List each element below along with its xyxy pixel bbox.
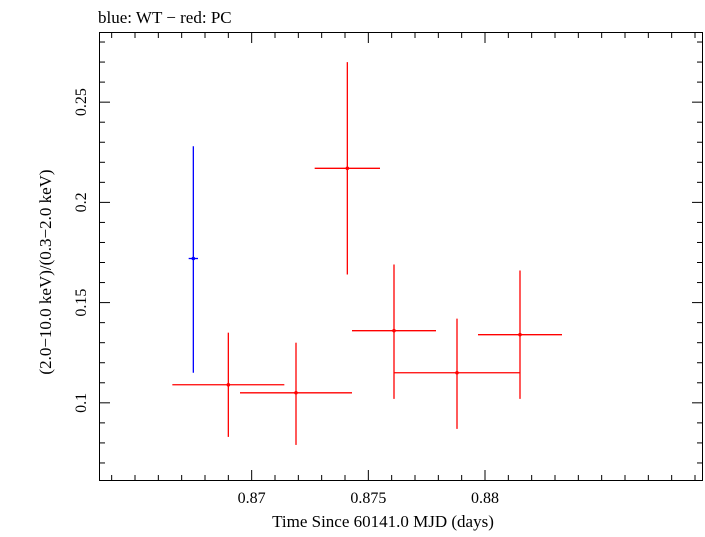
y-tick-label: 0.25 — [73, 88, 90, 116]
data-point-wt — [188, 146, 198, 373]
y-tick-label: 0.15 — [73, 289, 90, 317]
data-marker — [345, 166, 350, 171]
data-point-pc — [314, 62, 380, 275]
x-axis-title: Time Since 60141.0 MJD (days) — [272, 512, 494, 531]
data-marker — [455, 370, 459, 375]
data-point-pc — [172, 332, 285, 437]
x-tick-label: 0.875 — [350, 490, 386, 507]
x-tick-label: 0.87 — [238, 490, 266, 507]
axis-tick-labels: 0.87 0.875 0.88 0.1 0.15 0.2 0.25 — [73, 88, 499, 507]
data-marker — [191, 256, 196, 261]
chart-title: blue: WT − red: PC — [98, 8, 232, 27]
data-marker — [392, 328, 396, 333]
data-point-pc — [240, 342, 352, 445]
y-tick-label: 0.2 — [73, 192, 90, 212]
plot-frame — [99, 32, 703, 481]
data-marker — [294, 391, 298, 395]
data-point-pc — [478, 270, 562, 399]
data-point-pc — [352, 264, 436, 399]
y-axis-title: (2.0−10.0 keV)/(0.3−2.0 keV) — [36, 169, 55, 374]
data-marker — [226, 382, 231, 387]
axis-ticks — [100, 33, 702, 480]
data-point-pc — [394, 318, 520, 429]
data-marks — [172, 62, 562, 445]
y-tick-label: 0.1 — [73, 393, 90, 413]
data-marker — [518, 332, 522, 337]
x-tick-label: 0.88 — [471, 490, 499, 507]
